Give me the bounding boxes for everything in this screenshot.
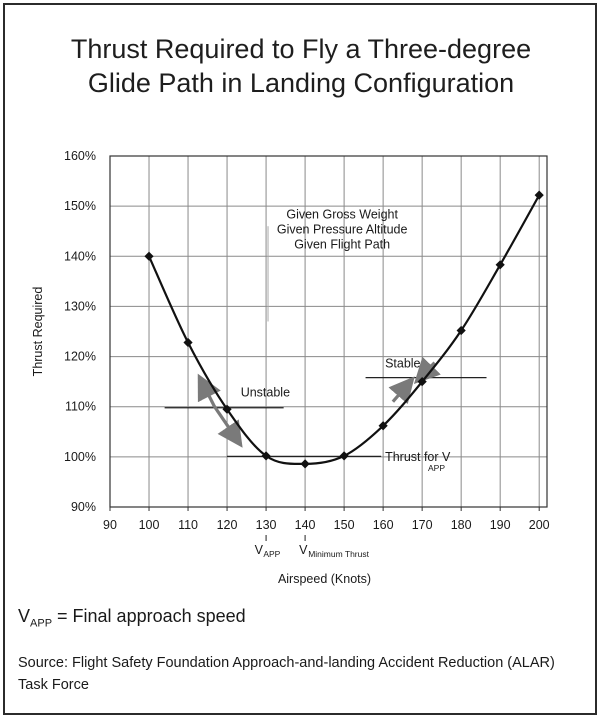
chart-svg: 90 100 110 120 130 140 150 160 170 180 190 200 90% 10… xyxy=(31,149,550,586)
x-tick-label-180: 180 xyxy=(451,518,472,532)
x-tick-label-190: 190 xyxy=(490,518,511,532)
data-point-140 xyxy=(300,459,310,469)
data-point-170 xyxy=(417,377,427,387)
data-point-150 xyxy=(339,451,349,461)
unstable-arrow-down xyxy=(213,405,243,448)
vmin-label: V xyxy=(299,543,308,557)
y-axis-label: Thrust Required xyxy=(31,287,45,377)
x-tick-label-150: 150 xyxy=(334,518,355,532)
x-axis-label: Airspeed (Knots) xyxy=(278,572,371,586)
unstable-label: Unstable xyxy=(241,386,290,400)
x-tick-label-160: 160 xyxy=(373,518,394,532)
data-series xyxy=(144,190,544,469)
data-point-120 xyxy=(222,404,232,414)
x-tick-label-110: 110 xyxy=(178,518,198,532)
stable-arrow-down xyxy=(413,356,441,385)
vapp-def-sub: APP xyxy=(30,617,53,630)
y-tick-label-160: 160% xyxy=(64,149,96,163)
x-tick-label-200: 200 xyxy=(529,518,550,532)
chart-title-line-1: Thrust Required to Fly a Three-degree xyxy=(70,34,532,64)
y-tick-label-110: 110% xyxy=(65,400,96,414)
vapp-sub: APP xyxy=(263,549,280,559)
x-tick-label-130: 130 xyxy=(256,518,277,532)
data-point-190 xyxy=(495,260,505,270)
data-point-130 xyxy=(261,451,271,461)
y-tick-label-150: 150% xyxy=(64,199,96,213)
x-tick-label-140: 140 xyxy=(295,518,316,532)
x-tick-label-170: 170 xyxy=(412,518,433,532)
x-tick-label-90: 90 xyxy=(103,518,117,532)
figure-frame xyxy=(3,3,597,715)
x-tick-label-120: 120 xyxy=(217,518,238,532)
source-note: Source: Flight Safety Foundation Approac… xyxy=(18,655,555,693)
plot-border xyxy=(109,155,548,508)
data-point-180 xyxy=(456,325,466,336)
vapp-def-v: V xyxy=(18,606,31,626)
data-point-110 xyxy=(183,337,193,348)
given-condition-2: Given Flight Path xyxy=(294,238,390,252)
thrust-for-vapp-label: Thrust for V xyxy=(385,450,451,464)
vapp-definition: VAPP = Final approach speed xyxy=(18,606,246,630)
data-point-100 xyxy=(144,251,154,261)
y-tick-label-90: 90% xyxy=(71,500,96,514)
data-point-160 xyxy=(378,421,388,431)
unstable-arrow-up xyxy=(197,373,221,408)
stable-arrow-up xyxy=(388,376,415,405)
data-point-200 xyxy=(534,190,544,200)
y-tick-label-130: 130% xyxy=(64,299,96,313)
stable-label: Stable xyxy=(385,357,420,371)
y-tick-label-100: 100% xyxy=(64,450,96,464)
given-condition-1: Given Pressure Altitude xyxy=(277,223,408,237)
y-tick-label-140: 140% xyxy=(64,249,96,263)
vapp-label: V xyxy=(255,543,264,557)
vapp-def-text: = Final approach speed xyxy=(52,606,246,626)
given-condition-0: Given Gross Weight xyxy=(286,208,398,222)
x-tick-label-100: 100 xyxy=(139,518,160,532)
axes: 90 100 110 120 130 140 150 160 170 180 190 200 90% 10… xyxy=(31,149,550,586)
chart-title-line-2: Glide Path in Landing Configuration xyxy=(87,68,515,98)
y-tick-label-120: 120% xyxy=(64,350,96,364)
vmin-sub: Minimum Thrust xyxy=(308,549,369,559)
thrust-for-vapp-sub: APP xyxy=(428,463,445,473)
